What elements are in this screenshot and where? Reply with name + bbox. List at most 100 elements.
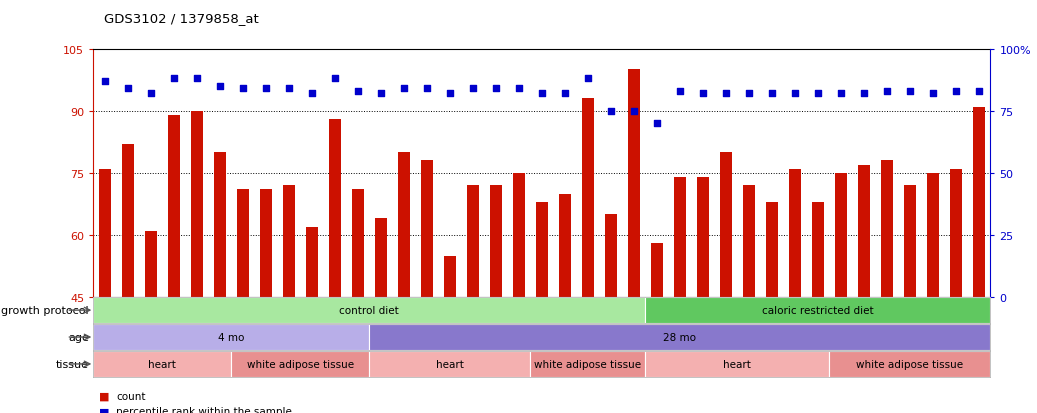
Point [740, 91, 757, 97]
Text: white adipose tissue: white adipose tissue [857, 359, 963, 369]
Point [718, 91, 734, 97]
Point [304, 91, 320, 97]
Point [372, 91, 389, 97]
Point [971, 88, 987, 95]
Point [648, 121, 665, 127]
Bar [697, 178, 709, 413]
Bar [467, 186, 479, 413]
Bar [93, 351, 231, 377]
Text: 4 mo: 4 mo [218, 332, 245, 342]
Bar [835, 173, 847, 413]
Point [625, 108, 642, 115]
Bar [397, 153, 411, 413]
Text: white adipose tissue: white adipose tissue [247, 359, 354, 369]
Point [281, 86, 298, 93]
Point [327, 76, 343, 83]
Bar [742, 186, 755, 413]
Bar [121, 145, 134, 413]
Point [349, 88, 366, 95]
Text: age: age [68, 332, 89, 342]
Point [672, 88, 689, 95]
Point [142, 91, 159, 97]
Text: ■: ■ [99, 406, 109, 413]
Point [96, 78, 113, 85]
Bar [605, 215, 617, 413]
Point [810, 91, 826, 97]
Bar [99, 169, 111, 413]
Bar [530, 351, 645, 377]
Text: control diet: control diet [339, 305, 399, 316]
Bar [627, 70, 640, 413]
Text: GDS3102 / 1379858_at: GDS3102 / 1379858_at [104, 12, 258, 25]
Text: percentile rank within the sample: percentile rank within the sample [116, 406, 292, 413]
Text: ■: ■ [99, 391, 109, 401]
Text: tissue: tissue [56, 359, 89, 369]
Text: heart: heart [148, 359, 176, 369]
Point [580, 76, 596, 83]
Bar [830, 351, 990, 377]
Bar [489, 186, 502, 413]
Bar [259, 190, 272, 413]
Bar [645, 297, 990, 323]
Bar [214, 153, 226, 413]
Point [602, 108, 619, 115]
Point [119, 86, 136, 93]
Point [925, 91, 942, 97]
Text: caloric restricted diet: caloric restricted diet [762, 305, 873, 316]
Bar [282, 186, 296, 413]
Bar [559, 194, 571, 413]
Text: growth protocol: growth protocol [1, 305, 89, 316]
Bar [444, 256, 456, 413]
Bar [858, 165, 870, 413]
Bar [306, 227, 318, 413]
Bar [93, 324, 369, 350]
Point [257, 86, 274, 93]
Bar [231, 351, 369, 377]
Point [533, 91, 550, 97]
Bar [191, 112, 203, 413]
Bar [369, 351, 530, 377]
Point [510, 86, 527, 93]
Bar [352, 190, 364, 413]
Point [786, 91, 803, 97]
Bar [950, 169, 962, 413]
Text: heart: heart [724, 359, 751, 369]
Bar [973, 107, 985, 413]
Bar [236, 190, 249, 413]
Bar [720, 153, 732, 413]
Point [695, 91, 711, 97]
Bar [788, 169, 802, 413]
Point [189, 76, 205, 83]
Bar [880, 161, 893, 413]
Point [465, 86, 481, 93]
Text: heart: heart [436, 359, 464, 369]
Bar [926, 173, 940, 413]
Point [557, 91, 573, 97]
Point [395, 86, 412, 93]
Point [833, 91, 849, 97]
Point [763, 91, 780, 97]
Bar [765, 202, 778, 413]
Bar [812, 202, 824, 413]
Bar [645, 351, 830, 377]
Bar [582, 99, 594, 413]
Point [901, 88, 918, 95]
Point [442, 91, 458, 97]
Text: 28 mo: 28 mo [664, 332, 696, 342]
Bar [144, 231, 158, 413]
Bar [93, 297, 645, 323]
Bar [369, 324, 990, 350]
Point [234, 86, 251, 93]
Bar [329, 120, 341, 413]
Point [856, 91, 872, 97]
Bar [535, 202, 549, 413]
Bar [650, 244, 663, 413]
Bar [168, 116, 180, 413]
Bar [512, 173, 525, 413]
Bar [421, 161, 433, 413]
Text: white adipose tissue: white adipose tissue [534, 359, 642, 369]
Point [487, 86, 504, 93]
Point [878, 88, 895, 95]
Bar [673, 178, 686, 413]
Point [948, 88, 964, 95]
